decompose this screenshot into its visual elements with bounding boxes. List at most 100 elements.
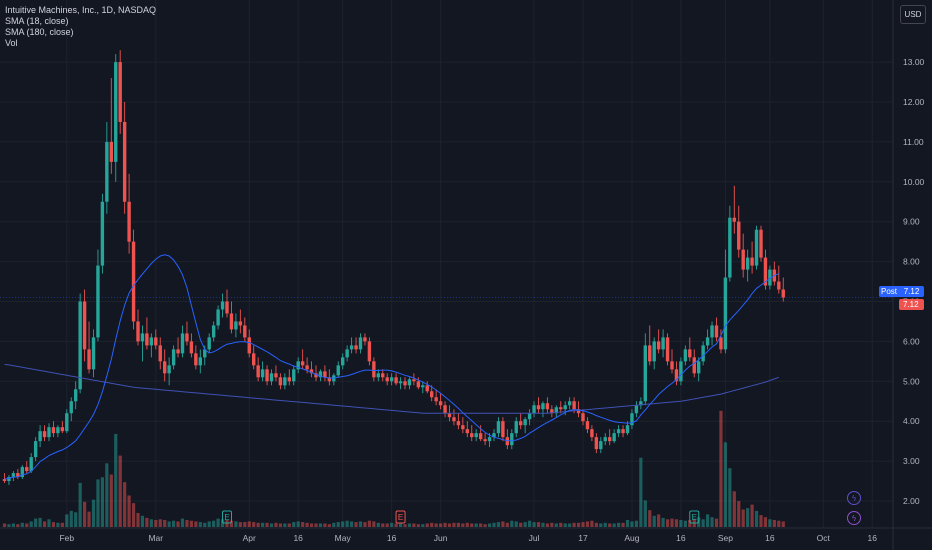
indicator-sma18[interactable]: SMA (18, close)	[5, 16, 69, 26]
dividend-marker-label: ϟ	[851, 494, 856, 503]
candle-body	[74, 389, 78, 402]
candle-body	[452, 417, 456, 422]
candle-body	[737, 221, 741, 250]
y-tick-label: 2.00	[903, 496, 920, 506]
x-tick-label: Apr	[243, 533, 256, 543]
candle-body	[163, 361, 167, 374]
volume-bar	[358, 521, 363, 527]
candle-body	[91, 337, 96, 370]
candle-body	[443, 405, 447, 414]
candle-body	[327, 377, 332, 382]
volume-bar	[367, 520, 371, 527]
volume-bar	[519, 522, 523, 527]
candle-body	[389, 377, 394, 382]
volume-bar	[301, 522, 305, 527]
candle-body	[705, 337, 710, 346]
candle-body	[563, 405, 567, 410]
volume-bar	[768, 519, 772, 527]
volume-bar	[741, 509, 745, 527]
candle-body	[616, 429, 621, 434]
volume-bar	[777, 520, 781, 527]
candle-body	[478, 433, 483, 440]
volume-bar	[296, 521, 300, 527]
candle-body	[318, 371, 323, 378]
volume-bar	[345, 520, 349, 527]
indicator-sma180[interactable]: SMA (180, close)	[5, 27, 74, 37]
candle-body	[683, 349, 688, 362]
volume-bar	[737, 501, 741, 527]
volume-bar	[118, 455, 122, 527]
volume-bar	[216, 518, 220, 527]
volume-bar	[617, 522, 621, 527]
candle-body	[470, 433, 474, 438]
volume-bar	[91, 499, 96, 527]
volume-bar	[87, 511, 91, 527]
candle-body	[114, 62, 118, 162]
volume-bar	[305, 522, 309, 527]
volume-bar	[505, 522, 509, 527]
earnings-marker-label: E	[224, 513, 229, 522]
volume-bar	[34, 518, 38, 527]
candle-body	[65, 413, 69, 432]
candle-body	[176, 349, 180, 354]
candle-body	[283, 377, 287, 386]
volume-bar	[287, 523, 291, 527]
volume-bar	[550, 522, 554, 527]
volume-bar	[363, 522, 367, 527]
volume-bar	[514, 521, 518, 527]
x-tick-label: Aug	[624, 533, 639, 543]
volume-bar	[167, 521, 171, 527]
x-tick-label: Mar	[148, 533, 163, 543]
candle-body	[745, 257, 750, 270]
volume-bar	[158, 519, 162, 527]
volume-bar	[723, 442, 727, 527]
volume-bar	[69, 510, 73, 527]
candle-body	[608, 437, 612, 442]
candle-body	[247, 337, 251, 354]
candle-body	[656, 341, 661, 350]
candle-body	[60, 427, 65, 432]
volume-bar	[123, 482, 127, 527]
indicator-volume[interactable]: Vol	[5, 38, 18, 48]
candle-body	[220, 301, 225, 310]
candle-body	[759, 229, 763, 258]
volume-bar	[763, 517, 768, 527]
volume-bar	[376, 522, 380, 527]
volume-bar	[612, 523, 616, 527]
volume-bar	[96, 479, 100, 527]
volume-bar	[412, 523, 416, 527]
candle-body	[545, 403, 550, 410]
volume-bar	[532, 522, 536, 527]
candle-body	[412, 379, 416, 382]
candle-body	[714, 325, 719, 338]
volume-bar	[510, 520, 514, 527]
candle-body	[754, 229, 759, 266]
candle-body	[296, 361, 300, 370]
volume-bar	[176, 521, 180, 527]
post-market-tag: Post 7.12	[879, 285, 924, 297]
candle-body	[354, 345, 358, 350]
currency-button[interactable]: USD	[900, 5, 926, 24]
volume-bar	[172, 520, 176, 527]
volume-bar	[247, 521, 251, 527]
volume-bar	[670, 518, 674, 527]
candle-body	[131, 241, 136, 322]
candle-body	[122, 121, 127, 202]
volume-bar	[665, 519, 670, 527]
candle-body	[692, 357, 696, 374]
candle-body	[287, 377, 291, 382]
candle-body	[576, 409, 581, 414]
volume-bar	[78, 482, 82, 527]
candle-body	[590, 429, 594, 438]
volume-bar	[100, 477, 104, 527]
volume-bar	[652, 515, 656, 527]
candle-body	[732, 217, 736, 222]
candle-body	[594, 437, 599, 450]
candle-body	[447, 413, 452, 418]
volume-bar	[759, 515, 763, 527]
candle-body	[519, 421, 523, 426]
volume-bar	[261, 522, 265, 527]
candle-body	[269, 373, 274, 382]
y-tick-label: 10.00	[903, 177, 925, 187]
